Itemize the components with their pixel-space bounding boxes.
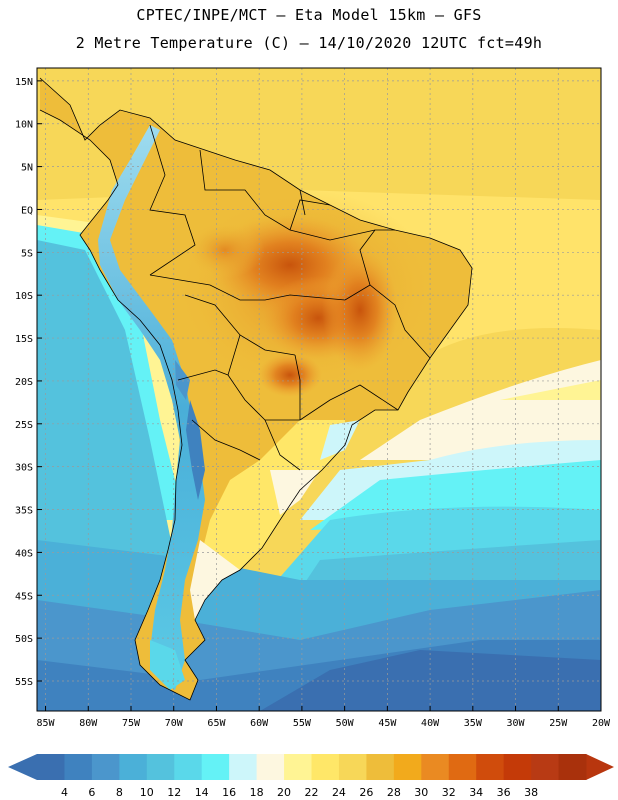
colorbar-swatch [421, 754, 450, 780]
map-frame [36, 67, 602, 712]
colorbar-label: 4 [61, 786, 68, 799]
colorbar-swatch [503, 754, 532, 780]
colorbar-label: 12 [167, 786, 181, 799]
lon-label: 60W [250, 718, 269, 729]
colorbar-swatch [338, 754, 367, 780]
colorbar-swatch [393, 754, 422, 780]
colorbar-label: 38 [524, 786, 538, 799]
colorbar-label: 10 [140, 786, 154, 799]
colorbar-swatch [91, 754, 120, 780]
lon-label: 65W [207, 718, 226, 729]
colorbar-label: 30 [414, 786, 428, 799]
colorbar-label: 8 [116, 786, 123, 799]
colorbar-swatch [37, 754, 65, 780]
lon-label: 25W [549, 718, 568, 729]
colorbar-label: 26 [359, 786, 373, 799]
colorbar-label: 20 [277, 786, 291, 799]
colorbar-swatch [146, 754, 175, 780]
lon-label: 20W [592, 718, 611, 729]
colorbar-swatch [531, 754, 560, 780]
lon-label: 75W [122, 718, 141, 729]
colorbar-swatch [64, 754, 93, 780]
colorbar-label: 18 [250, 786, 264, 799]
lon-label: 85W [37, 718, 56, 729]
longitude-labels: 85W 80W 75W 70W 65W 60W 55W 50W 45W 40W 35W 30W 25W 2… [37, 706, 611, 729]
lon-label: 35W [464, 718, 483, 729]
colorbar-label: 34 [469, 786, 483, 799]
lat-label: 45S [15, 591, 33, 602]
lon-label: 55W [293, 718, 312, 729]
colorbar-label: 24 [332, 786, 346, 799]
colorbar-label: 28 [387, 786, 401, 799]
colorbar-swatch [448, 754, 477, 780]
lon-label: 50W [336, 718, 355, 729]
lat-label: 15N [15, 77, 33, 88]
title-line-2: 2 Metre Temperature (C) – 14/10/2020 12U… [75, 34, 543, 52]
lat-label: 5N [21, 163, 33, 174]
colorbar-swatch [284, 754, 312, 780]
colorbar-swatch [229, 754, 258, 780]
lat-label: EQ [21, 205, 33, 216]
colorbar-swatch [476, 754, 505, 780]
colorbar-label: 22 [305, 786, 319, 799]
country-borders [39, 77, 473, 701]
colorbar-swatch [366, 754, 395, 780]
lat-label: 55S [15, 677, 33, 688]
lon-label: 70W [165, 718, 184, 729]
lat-label: 35S [15, 506, 33, 517]
colorbar-label: 16 [222, 786, 236, 799]
colorbar-label: 14 [195, 786, 209, 799]
lon-label: 80W [79, 718, 98, 729]
colorbar-swatch [256, 754, 285, 780]
colorbar-swatch [558, 754, 587, 780]
colorbar-label: 36 [497, 786, 511, 799]
lon-label: 40W [421, 718, 440, 729]
colorbar-right-arrow [586, 754, 614, 780]
lat-label: 40S [15, 548, 33, 559]
lat-label: 30S [15, 463, 33, 474]
colorbar-labels: 4 6 8 10 12 14 16 18 20 22 24 26 28 30 32 34 36 38 [61, 786, 538, 799]
colorbar-left-arrow [8, 754, 37, 780]
colorbar-swatch [201, 754, 230, 780]
map-field [37, 68, 601, 711]
title-line-1: CPTEC/INPE/MCT – Eta Model 15km – GFS [136, 6, 482, 24]
graticule [37, 68, 602, 711]
lat-label: 20S [15, 377, 33, 388]
lat-label: 15S [15, 334, 33, 345]
lon-label: 45W [378, 718, 397, 729]
latitude-labels: 15N 10N 5N EQ 5S 10S 15S 20S 25S 30S 35S 40S 45S 50S 5… [15, 77, 42, 688]
lat-label: 10S [15, 291, 33, 302]
lat-label: 10N [15, 120, 33, 131]
lat-label: 5S [21, 248, 33, 259]
colorbar-label: 6 [88, 786, 95, 799]
colorbar-boxes [37, 754, 587, 780]
lon-label: 30W [507, 718, 526, 729]
colorbar-swatch [174, 754, 203, 780]
lat-label: 50S [15, 634, 33, 645]
colorbar-swatch [311, 754, 340, 780]
colorbar-label: 32 [442, 786, 456, 799]
lat-label: 25S [15, 420, 33, 431]
colorbar-swatch [119, 754, 148, 780]
colorbar: 4 6 8 10 12 14 16 18 20 22 24 26 28 30 32 34 36 38 [8, 754, 614, 799]
